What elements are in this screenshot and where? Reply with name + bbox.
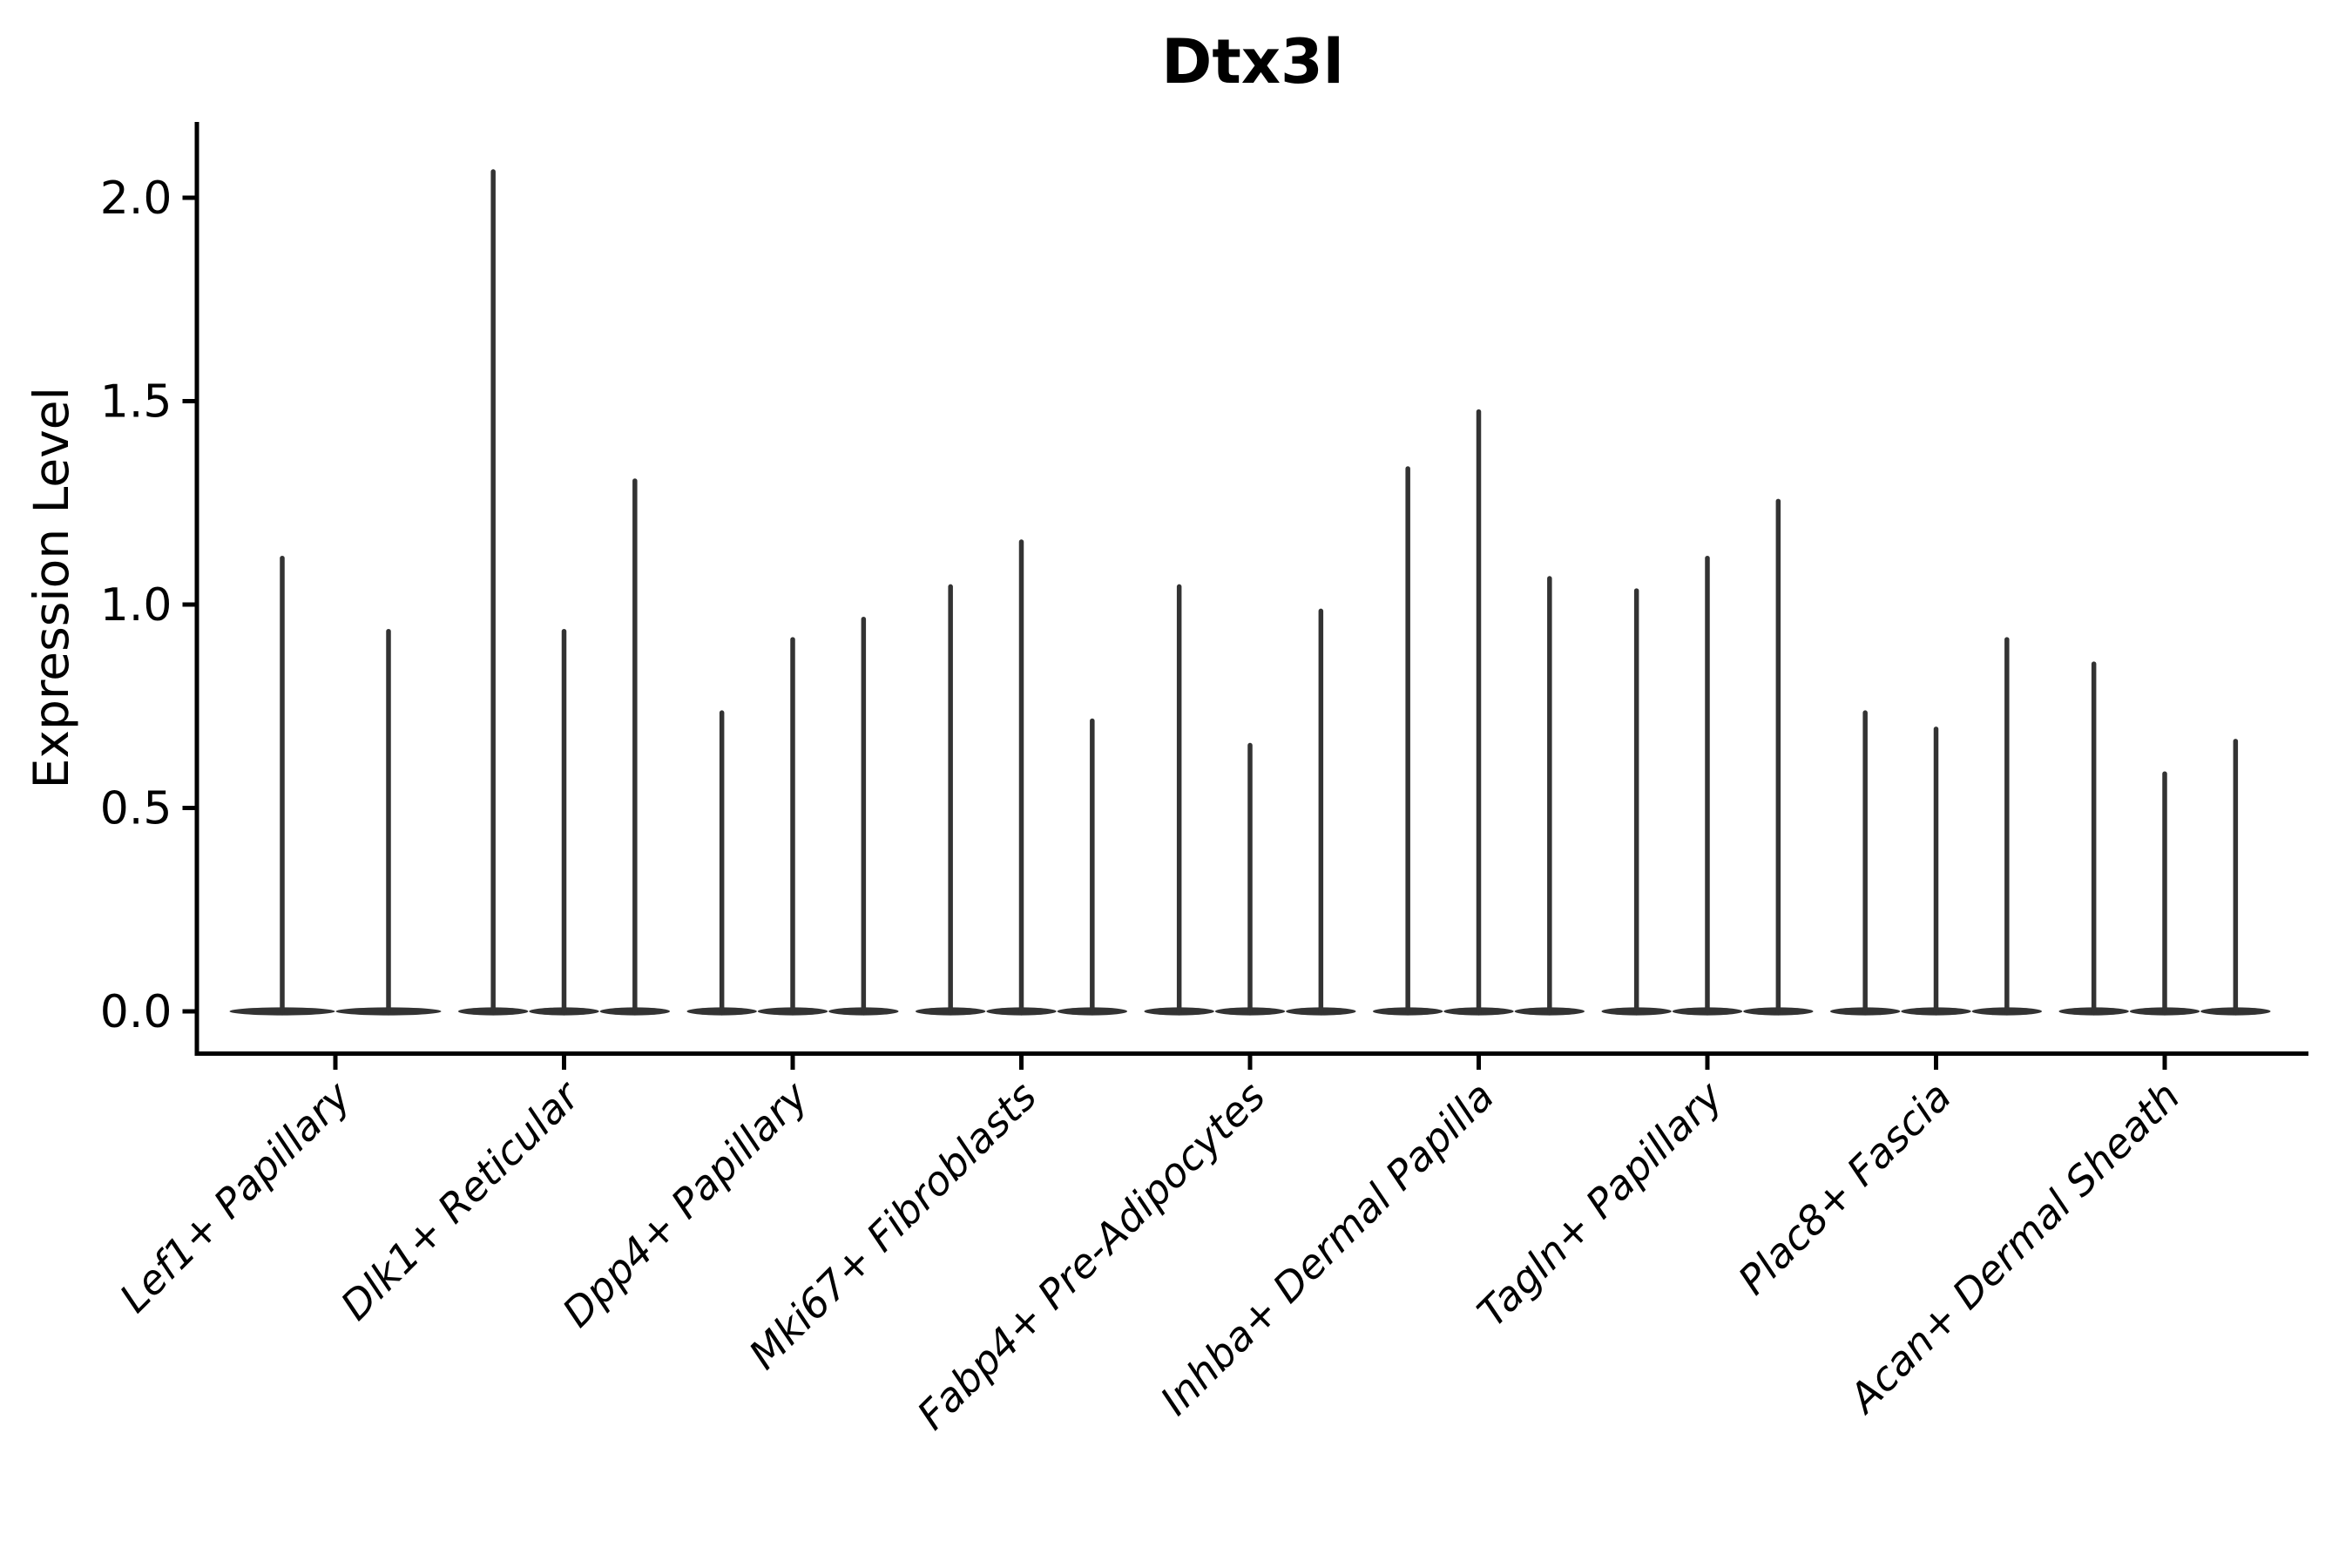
violin-spike: [2004, 637, 2010, 1016]
violin-spike: [1476, 409, 1482, 1016]
violin-spike: [2091, 661, 2097, 1016]
y-tick-label: 1.0: [100, 579, 172, 632]
x-tick-label: Plac8+ Fascia: [1729, 1072, 1960, 1303]
violin-spike: [1633, 588, 1639, 1016]
violin-spike: [2233, 739, 2239, 1016]
violin-spike: [490, 169, 496, 1016]
y-tick: [182, 195, 195, 200]
violin-spike: [1705, 555, 1710, 1016]
violin-spike: [386, 629, 391, 1016]
violin-spike: [1775, 498, 1781, 1016]
x-tick: [1934, 1056, 1938, 1070]
x-axis: [194, 1051, 2308, 1056]
x-tick: [1247, 1056, 1253, 1070]
y-tick: [182, 399, 195, 403]
y-axis: [194, 122, 199, 1056]
y-tick-label: 0.0: [100, 986, 172, 1038]
violin-spike: [2162, 771, 2167, 1016]
x-tick-label: Lef1+ Papillary: [111, 1072, 360, 1321]
violin-spike: [1405, 466, 1410, 1016]
x-tick: [1705, 1056, 1710, 1070]
x-tick-label: Tagln+ Papillary: [1468, 1072, 1732, 1336]
x-tick-label: Dpp4+ Papillary: [553, 1072, 817, 1336]
plot-title: Dtx3l: [1161, 26, 1343, 98]
violin-spike: [1318, 608, 1324, 1016]
violin-spike: [1933, 727, 1939, 1016]
x-tick: [562, 1056, 566, 1070]
violin-spike: [790, 637, 795, 1016]
y-tick-label: 1.5: [100, 376, 172, 429]
violin-spike: [561, 629, 567, 1016]
y-tick-label: 0.5: [100, 783, 172, 835]
x-tick: [2162, 1056, 2167, 1070]
violin-spike: [719, 710, 725, 1016]
violin-spike: [1862, 710, 1868, 1016]
violin-spike: [1247, 742, 1253, 1016]
violin-spike: [1547, 576, 1552, 1016]
y-tick: [182, 806, 195, 810]
x-tick: [333, 1056, 338, 1070]
violin-spike: [280, 555, 285, 1016]
x-tick-label: Dlk1+ Reticular: [332, 1071, 591, 1329]
y-axis-label: Expression Level: [24, 387, 79, 788]
x-tick: [1019, 1056, 1024, 1070]
violin-spike: [632, 478, 638, 1016]
x-tick: [1477, 1056, 1481, 1070]
violin-spike: [1176, 584, 1182, 1016]
violin-spike: [948, 584, 953, 1016]
y-tick-label: 2.0: [100, 172, 172, 225]
violin-spike: [1018, 539, 1024, 1016]
violin-spike: [861, 617, 867, 1016]
x-tick: [790, 1056, 795, 1070]
y-tick: [182, 1009, 195, 1014]
y-tick: [182, 602, 195, 607]
violin-spike: [1090, 718, 1095, 1016]
